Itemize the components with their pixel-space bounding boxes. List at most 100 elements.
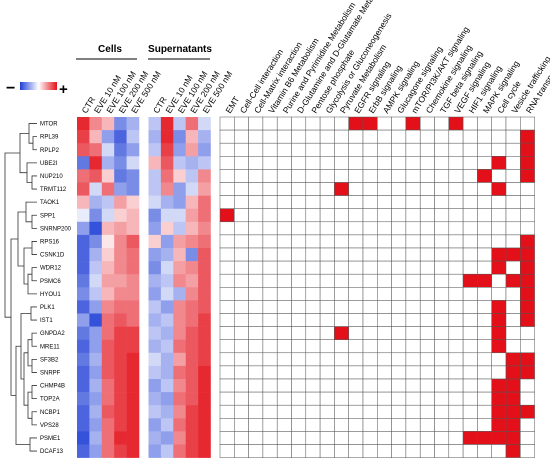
pathway-cell — [377, 116, 392, 131]
pathway-cell — [405, 418, 421, 432]
pathway-cell — [477, 129, 492, 144]
supernatants-heatmap-cell — [148, 405, 162, 419]
pathway-cell — [248, 142, 264, 157]
supernatants-heatmap-cell — [148, 274, 162, 288]
cells-heatmap-cell — [114, 352, 127, 367]
supernatants-heatmap-cell — [198, 431, 211, 445]
pathway-cell — [391, 208, 407, 223]
pathway-cell-member — [520, 300, 535, 314]
gene-label: SNRPF — [40, 370, 61, 376]
supernatants-heatmap-cell — [148, 156, 162, 170]
pathway-cell — [520, 431, 535, 445]
pathway-cell — [377, 273, 392, 288]
pathway-cell — [462, 444, 478, 458]
cells-heatmap-cell — [101, 117, 115, 131]
pathway-cell — [405, 391, 421, 406]
pathway-cell — [348, 247, 364, 262]
pathway-cell — [334, 313, 349, 327]
supernatants-heatmap — [148, 117, 211, 458]
cells-heatmap-cell — [101, 418, 115, 432]
group-title-cells: Cells — [98, 44, 122, 55]
pathway-cell — [362, 182, 378, 196]
supernatants-heatmap-cell — [185, 156, 199, 170]
pathway-cell — [505, 287, 521, 301]
pathway-cell — [362, 234, 378, 249]
pathway-cell — [362, 339, 378, 354]
pathway-cell — [491, 287, 507, 301]
pathway-cell — [305, 378, 321, 393]
pathway-cell — [262, 182, 278, 196]
dendrogram-branch — [27, 273, 37, 295]
pathway-cell — [291, 365, 307, 380]
pathway-cell — [334, 195, 349, 209]
pathway-cell — [348, 378, 364, 393]
pathway-cell — [477, 365, 492, 380]
supernatants-heatmap-cell — [198, 352, 211, 367]
pathway-cell — [348, 129, 364, 144]
pathway-cell — [234, 300, 249, 314]
pathway-cell — [234, 208, 249, 223]
pathway-cell — [377, 182, 392, 196]
pathway-cell — [477, 418, 492, 432]
pathway-cell — [377, 365, 392, 380]
cells-heatmap-cell — [77, 444, 90, 458]
pathway-cell — [291, 142, 307, 157]
pathway-cell-member — [520, 260, 535, 275]
pathway-cell — [477, 208, 492, 223]
gene-label: VPS28 — [40, 423, 59, 429]
supernatants-heatmap-cell — [198, 339, 211, 354]
cells-heatmap-cell — [77, 392, 90, 406]
cells-heatmap — [77, 117, 140, 458]
pathway-cell — [477, 287, 492, 301]
pathway-cell — [219, 313, 235, 327]
cells-heatmap-cell — [126, 274, 140, 288]
pathway-cell — [434, 195, 450, 209]
dendrogram-branch — [30, 306, 37, 321]
supernatants-heatmap-cell — [185, 431, 199, 445]
cells-heatmap-cell — [89, 352, 103, 367]
cells-heatmap-cell — [89, 444, 103, 458]
pathway-cell — [219, 195, 235, 209]
supernatants-heatmap-cell — [173, 143, 186, 157]
pathway-cell — [448, 234, 464, 249]
pathway-cell — [419, 326, 435, 340]
pathway-cell — [362, 444, 378, 458]
pathway-cell — [462, 391, 478, 406]
pathway-cell — [305, 129, 321, 144]
gene-label: TOP2A — [40, 397, 60, 403]
pathway-cell — [405, 339, 421, 354]
pathway-cell — [405, 273, 421, 288]
cells-heatmap-cell — [89, 221, 103, 236]
pathway-cell — [448, 182, 464, 196]
pathway-cell — [319, 221, 335, 236]
pathway-cell — [448, 418, 464, 432]
supernatants-heatmap-cell — [198, 444, 211, 458]
supernatants-heatmap-cell — [173, 300, 186, 314]
pathway-cell — [377, 260, 392, 275]
cells-heatmap-cell — [126, 117, 140, 131]
pathway-cell — [276, 300, 292, 314]
pathway-cell-member — [520, 247, 535, 262]
supernatants-heatmap-cell — [148, 287, 162, 301]
pathway-cell — [477, 221, 492, 236]
pathway-cell — [377, 352, 392, 367]
pathway-cell — [405, 234, 421, 249]
pathway-cell — [434, 326, 450, 340]
supernatants-heatmap-cell — [198, 326, 211, 340]
pathway-cell — [377, 195, 392, 209]
pathway-cell — [391, 404, 407, 419]
supernatants-heatmap-cell — [173, 117, 186, 131]
pathway-cell — [491, 208, 507, 223]
supernatants-heatmap-cell — [173, 339, 186, 354]
pathway-cell — [348, 431, 364, 445]
pathway-cell — [462, 142, 478, 157]
pathway-cell — [462, 116, 478, 131]
pathway-cell — [434, 404, 450, 419]
pathway-cell — [434, 234, 450, 249]
pathway-cell — [291, 221, 307, 236]
pathway-cell-member — [520, 169, 535, 183]
supernatants-heatmap-cell — [160, 392, 174, 406]
pathway-cell — [491, 221, 507, 236]
pathway-cell — [319, 352, 335, 367]
pathway-cell — [219, 142, 235, 157]
